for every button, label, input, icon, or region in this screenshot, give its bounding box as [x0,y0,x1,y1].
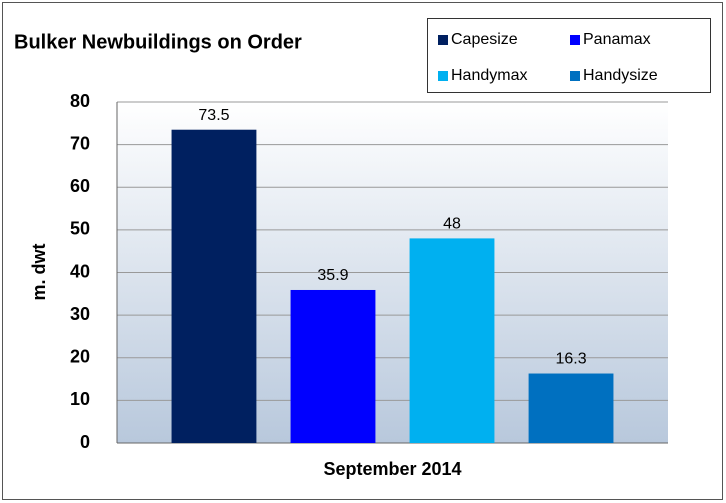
y-tick-label: 0 [80,432,90,452]
y-axis-label: m. dwt [29,243,49,300]
y-tick-label: 70 [70,133,90,153]
y-tick-label: 60 [70,176,90,196]
y-tick-label: 80 [70,91,90,111]
y-tick-label: 40 [70,261,90,281]
y-tick-label: 20 [70,347,90,367]
legend-label: Capesize [451,31,518,48]
legend-swatch [438,35,448,45]
y-tick-label: 50 [70,219,90,239]
legend-label: Handymax [451,67,527,84]
bar [409,238,495,443]
y-tick-label: 30 [70,304,90,324]
legend [427,18,711,93]
bar [171,129,257,444]
value-label: 48 [443,216,461,233]
y-tick-label: 10 [70,389,90,409]
x-tick-label: September 2014 [323,459,461,479]
legend-label: Panamax [583,31,651,48]
value-label: 73.5 [198,107,229,124]
bar [290,289,376,443]
legend-swatch [438,71,448,81]
legend-label: Handysize [583,67,658,84]
value-label: 16.3 [555,351,586,368]
legend-swatch [570,35,580,45]
chart-title: Bulker Newbuildings on Order [14,31,302,53]
value-label: 35.9 [317,267,348,284]
legend-swatch [570,71,580,81]
bar [528,373,614,443]
